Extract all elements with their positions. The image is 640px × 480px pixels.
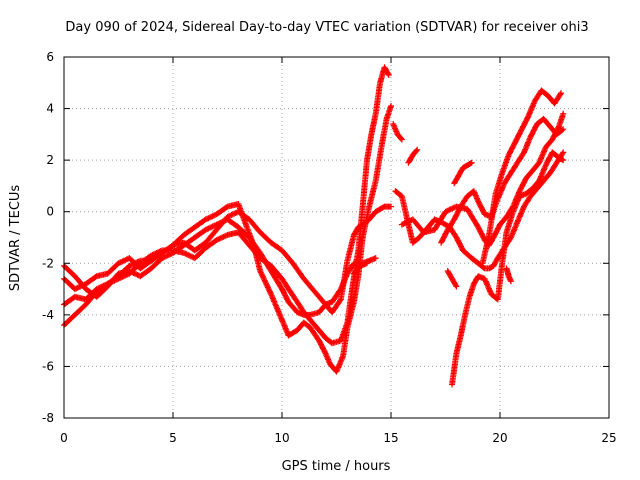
x-axis-label: GPS time / hours xyxy=(282,459,391,474)
plot-frame xyxy=(63,56,610,419)
series-track-12 xyxy=(451,159,475,187)
y-tick-label: 6 xyxy=(46,50,54,64)
series-markers xyxy=(392,149,567,272)
series-markers xyxy=(390,121,405,143)
series-track-10 xyxy=(390,121,405,143)
series-track-15 xyxy=(350,260,370,277)
axis-ticks: 0 5 10 15 20 25 -8 -6 -4 -2 0 2 4 6 xyxy=(42,50,617,445)
series-track-5 xyxy=(392,149,567,272)
series-track-4 xyxy=(61,203,394,316)
grid xyxy=(64,57,609,418)
series-track-1 xyxy=(61,216,379,318)
series-track-13 xyxy=(444,268,460,290)
y-tick-label: 0 xyxy=(46,205,54,219)
series-markers xyxy=(444,268,460,290)
data-points xyxy=(61,64,567,388)
series-track-11 xyxy=(405,146,421,166)
series-track-8 xyxy=(479,87,564,267)
series-markers xyxy=(61,216,379,318)
series-markers xyxy=(350,260,370,277)
series-markers xyxy=(449,149,567,388)
series-track-9 xyxy=(449,149,567,388)
x-tick-label: 15 xyxy=(383,431,398,445)
series-track-14 xyxy=(503,265,514,285)
y-tick-label: -6 xyxy=(42,359,54,373)
y-tick-label: 4 xyxy=(46,102,54,116)
y-tick-label: -8 xyxy=(42,411,54,425)
x-tick-label: 25 xyxy=(601,431,616,445)
series-markers xyxy=(405,146,421,166)
x-tick-label: 10 xyxy=(274,431,289,445)
x-tick-label: 20 xyxy=(492,431,507,445)
series-markers xyxy=(503,265,514,285)
x-tick-label: 0 xyxy=(60,431,68,445)
y-tick-label: -4 xyxy=(42,308,54,322)
x-tick-label: 5 xyxy=(169,431,177,445)
chart-title: Day 090 of 2024, Sidereal Day-to-day VTE… xyxy=(65,20,588,35)
y-axis-label: SDTVAR / TECUs xyxy=(8,185,23,292)
y-tick-label: 2 xyxy=(46,153,54,167)
series-markers xyxy=(451,159,475,187)
series-markers xyxy=(479,87,564,267)
series-markers xyxy=(61,203,394,316)
y-tick-label: -2 xyxy=(42,256,54,270)
